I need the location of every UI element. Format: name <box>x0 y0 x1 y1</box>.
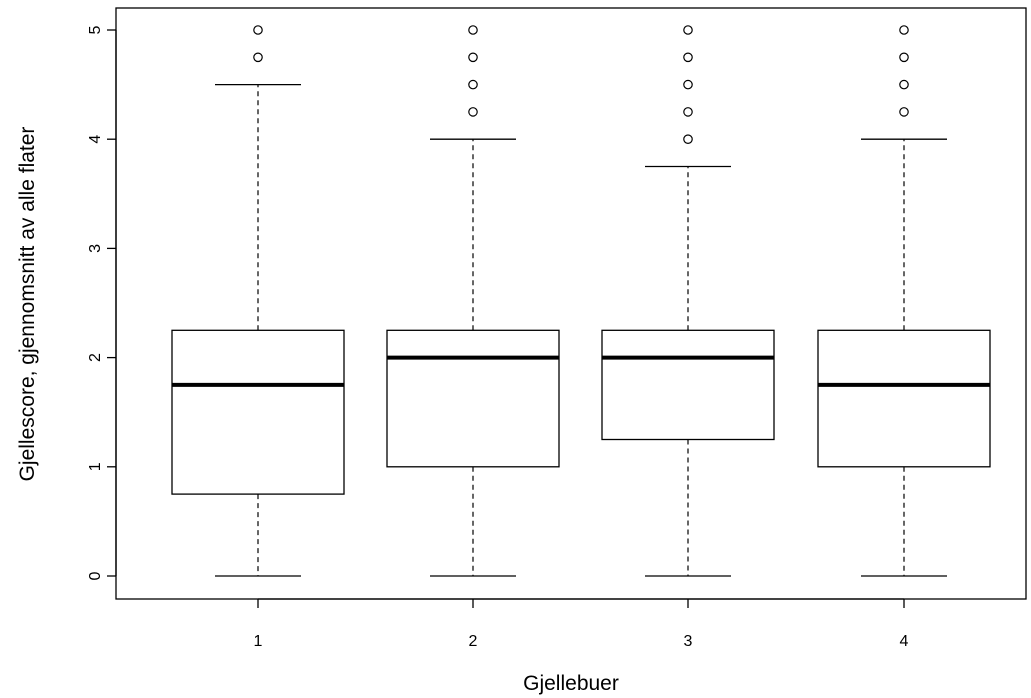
x-tick-label: 3 <box>684 633 693 650</box>
outlier-point <box>683 25 693 35</box>
y-axis-title: Gjellescore, gjennomsnitt av alle flater <box>16 127 39 482</box>
x-axis: 1 2 3 4 <box>254 598 909 650</box>
outlier-point <box>253 52 263 63</box>
iqr-box <box>386 329 560 468</box>
iqr-box <box>817 329 991 468</box>
y-axis: 0 1 2 3 4 5 <box>87 25 117 580</box>
outlier-point <box>899 52 909 63</box>
y-tick-label: 2 <box>87 353 104 362</box>
outlier-point <box>468 107 478 117</box>
outlier-point <box>468 52 478 63</box>
box-group <box>171 25 345 577</box>
y-tick-label: 5 <box>87 25 104 34</box>
x-tick-label: 2 <box>469 633 478 650</box>
plot-frame <box>115 7 1027 600</box>
x-axis-title: Gjellebuer <box>523 672 619 695</box>
y-tick-label: 1 <box>87 462 104 471</box>
outlier-point <box>899 25 909 35</box>
outlier-point <box>683 134 693 144</box>
boxes <box>171 25 991 577</box>
iqr-box <box>601 329 775 441</box>
x-tick-label: 4 <box>900 633 909 650</box>
outlier-point <box>683 52 693 63</box>
y-tick-label: 0 <box>87 571 104 580</box>
y-tick-label: 3 <box>87 244 104 253</box>
outlier-point <box>683 107 693 117</box>
box-group <box>601 25 775 577</box>
x-tick-label: 1 <box>254 633 263 650</box>
outlier-point <box>468 79 478 90</box>
y-tick-label: 4 <box>87 135 104 144</box>
outlier-point <box>468 25 478 35</box>
outlier-point <box>899 107 909 117</box>
outlier-point <box>899 79 909 90</box>
box-group <box>817 25 991 577</box>
iqr-box <box>171 329 345 495</box>
outlier-point <box>683 79 693 90</box>
box-group <box>386 25 560 577</box>
outlier-point <box>253 25 263 35</box>
